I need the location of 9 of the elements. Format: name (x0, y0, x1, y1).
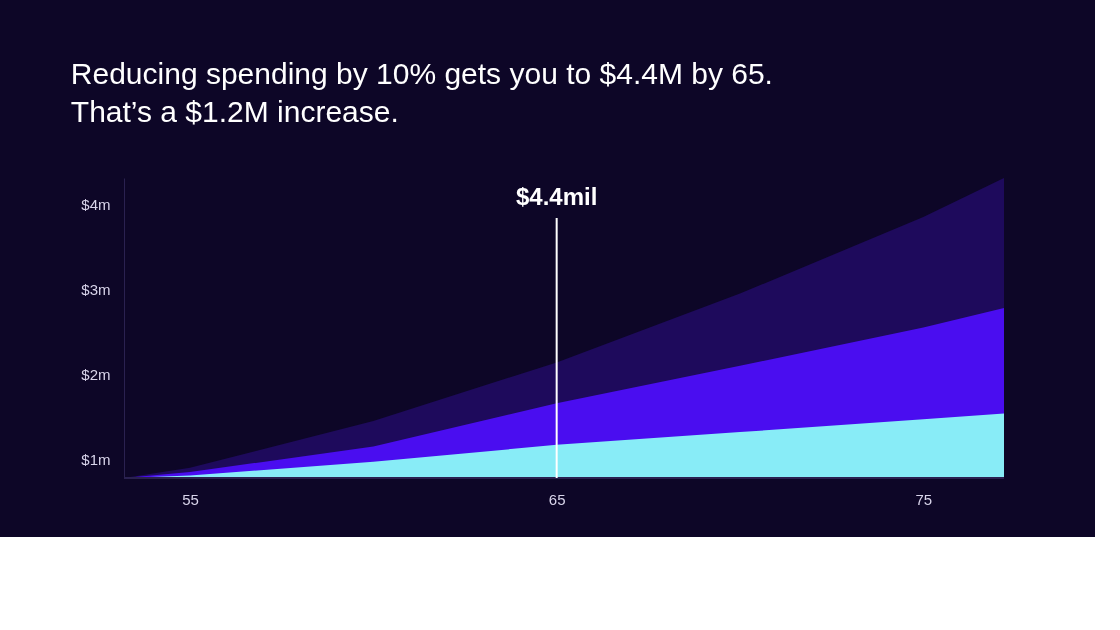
y-tick-label: $4m (81, 195, 111, 213)
chart-title: Reducing spending by 10% gets you to $4.4M by 65. That’s a $1.2M increase. (70, 57, 773, 128)
y-tick-label: $3m (81, 280, 111, 298)
x-tick-label: 55 (182, 490, 199, 508)
y-tick-label: $2m (81, 365, 111, 383)
x-tick-label: 65 (548, 490, 566, 508)
x-tick-label: 75 (915, 490, 933, 508)
ref-line-label: $4.4mil (515, 183, 598, 210)
y-tick-label: $1m (81, 450, 111, 468)
